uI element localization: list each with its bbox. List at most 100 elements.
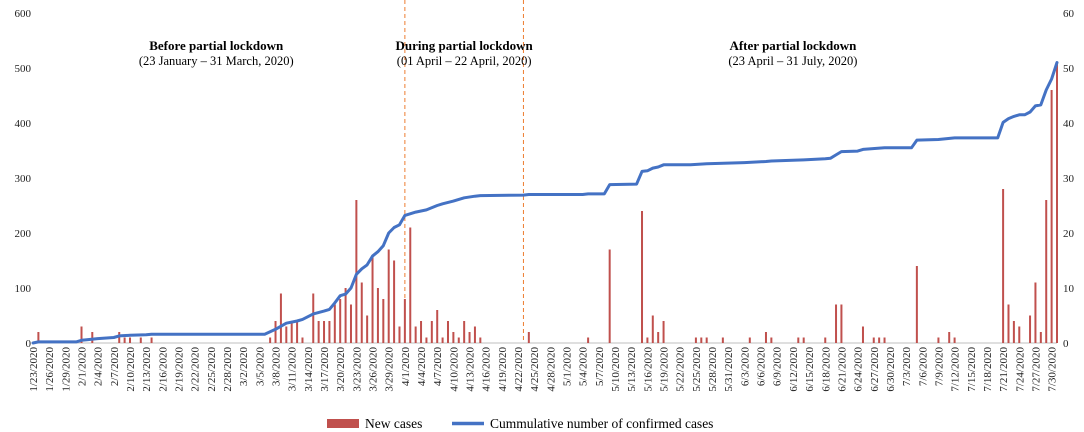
phase-boundaries: [404, 0, 524, 343]
x-axis-tick-label: 7/15/2020: [966, 347, 978, 392]
x-axis-tick-label: 2/13/2020: [141, 347, 153, 392]
x-axis-tick-label: 5/1/2020: [562, 347, 574, 387]
new-cases-bar: [360, 282, 363, 343]
x-axis-tick-label: 6/18/2020: [820, 347, 832, 392]
new-cases-bar: [91, 332, 94, 343]
phase-title: Before partial lockdown: [149, 38, 284, 53]
x-axis-tick-label: 4/10/2020: [448, 347, 460, 392]
new-cases-bar: [1050, 90, 1053, 343]
x-axis-tick-label: 5/25/2020: [691, 347, 703, 392]
left-axis-tick-label: 0: [26, 338, 32, 350]
x-axis-tick-label: 3/5/2020: [254, 347, 266, 387]
phase-annotations: Before partial lockdown(23 January – 31 …: [139, 38, 858, 68]
new-cases-bar: [366, 315, 369, 343]
right-axis-tick-label: 20: [1063, 228, 1075, 240]
new-cases-bar: [457, 337, 460, 343]
left-axis-tick-label: 200: [15, 228, 32, 240]
x-axis-tick-label: 3/14/2020: [303, 347, 315, 392]
phase-title: After partial lockdown: [729, 38, 857, 53]
new-cases-bar: [371, 255, 374, 343]
new-cases-bar: [770, 337, 773, 343]
new-cases-bar: [473, 326, 476, 343]
x-axis-tick-label: 4/28/2020: [545, 347, 557, 392]
new-cases-bar: [403, 299, 406, 343]
new-cases-bar: [393, 260, 396, 343]
new-cases-bar: [651, 315, 654, 343]
x-axis-tick-label: 7/27/2020: [1030, 347, 1042, 392]
x-axis-tick-label: 5/13/2020: [626, 347, 638, 392]
new-cases-bar: [915, 266, 918, 343]
new-cases-bar: [312, 293, 315, 343]
new-cases-bar: [349, 304, 352, 343]
new-cases-bar: [129, 337, 132, 343]
x-axis-tick-label: 2/7/2020: [109, 347, 121, 387]
right-axis-tick-label: 50: [1063, 63, 1075, 75]
right-axis: 0 10 20 30 40 50 60: [1063, 8, 1075, 350]
new-cases-bar: [840, 304, 843, 343]
new-cases-bar: [721, 337, 724, 343]
new-cases-bar: [1012, 321, 1015, 343]
new-cases-bar: [764, 332, 767, 343]
x-axis-tick-label: 6/3/2020: [739, 347, 751, 387]
new-cases-bar: [797, 337, 800, 343]
new-cases-bar: [1039, 332, 1042, 343]
cumulative-line: [31, 61, 1059, 345]
right-axis-tick-label: 0: [1063, 338, 1069, 350]
right-axis-tick-label: 10: [1063, 283, 1075, 295]
new-cases-bar: [344, 288, 347, 343]
x-axis-tick-label: 6/9/2020: [772, 347, 784, 387]
new-cases-bar: [705, 337, 708, 343]
new-cases-bar: [883, 337, 886, 343]
new-cases-bar: [662, 321, 665, 343]
x-axis-tick-label: 6/6/2020: [756, 347, 768, 387]
new-cases-bar: [414, 326, 417, 343]
x-axis-tick-label: 2/25/2020: [206, 347, 218, 392]
new-cases-bar: [328, 321, 331, 343]
new-cases-bar: [420, 321, 423, 343]
new-cases-bar: [425, 337, 428, 343]
phase-subtitle: (01 April – 22 April, 2020): [397, 54, 532, 68]
x-axis-tick-label: 4/13/2020: [465, 347, 477, 392]
new-cases-bar: [1045, 200, 1048, 343]
phase-subtitle: (23 January – 31 March, 2020): [139, 54, 294, 68]
legend-new-cases-swatch: [327, 419, 359, 428]
new-cases-bar: [441, 337, 444, 343]
new-cases-bar: [953, 337, 956, 343]
new-cases-bar: [446, 321, 449, 343]
x-axis-tick-label: 4/19/2020: [497, 347, 509, 392]
new-cases-bar: [290, 321, 293, 343]
x-axis-tick-label: 1/23/2020: [28, 347, 40, 392]
x-axis-tick-label: 3/29/2020: [384, 347, 396, 392]
new-cases-bar: [1018, 326, 1021, 343]
right-axis-tick-label: 60: [1063, 8, 1075, 20]
new-cases-bar: [700, 337, 703, 343]
left-axis-tick-label: 400: [15, 118, 32, 130]
new-cases-bar: [279, 293, 282, 343]
x-axis-tick-label: 3/20/2020: [335, 347, 347, 392]
x-axis-tick-label: 5/28/2020: [707, 347, 719, 392]
x-axis-labels: 1/23/2020 1/26/2020 1/29/2020 2/1/2020 2/4/2…: [28, 347, 1059, 392]
x-axis-tick-label: 7/12/2020: [950, 347, 962, 392]
x-axis-tick-label: 4/25/2020: [529, 347, 541, 392]
new-cases-bar: [824, 337, 827, 343]
new-cases-bar: [398, 326, 401, 343]
right-axis-tick-label: 30: [1063, 173, 1075, 185]
new-cases-bar: [872, 337, 875, 343]
x-axis-tick-label: 4/22/2020: [513, 347, 525, 392]
new-cases-bar: [285, 326, 288, 343]
new-cases-bar: [878, 337, 881, 343]
x-axis-tick-label: 5/19/2020: [659, 347, 671, 392]
x-axis-tick-label: 6/27/2020: [869, 347, 881, 392]
new-cases-bar: [339, 299, 342, 343]
new-cases-bar: [301, 337, 304, 343]
x-axis-tick-label: 3/11/2020: [287, 347, 299, 392]
new-cases-bar: [1029, 315, 1032, 343]
x-axis-tick-label: 2/16/2020: [157, 347, 169, 392]
x-axis-tick-label: 3/17/2020: [319, 347, 331, 392]
legend-new-cases-label: New cases: [365, 416, 422, 431]
new-cases-bar: [80, 326, 83, 343]
left-axis-tick-label: 600: [15, 8, 32, 20]
phase-title: During partial lockdown: [396, 38, 534, 53]
left-axis: 0 100 200 300 400 500 600: [15, 8, 32, 350]
